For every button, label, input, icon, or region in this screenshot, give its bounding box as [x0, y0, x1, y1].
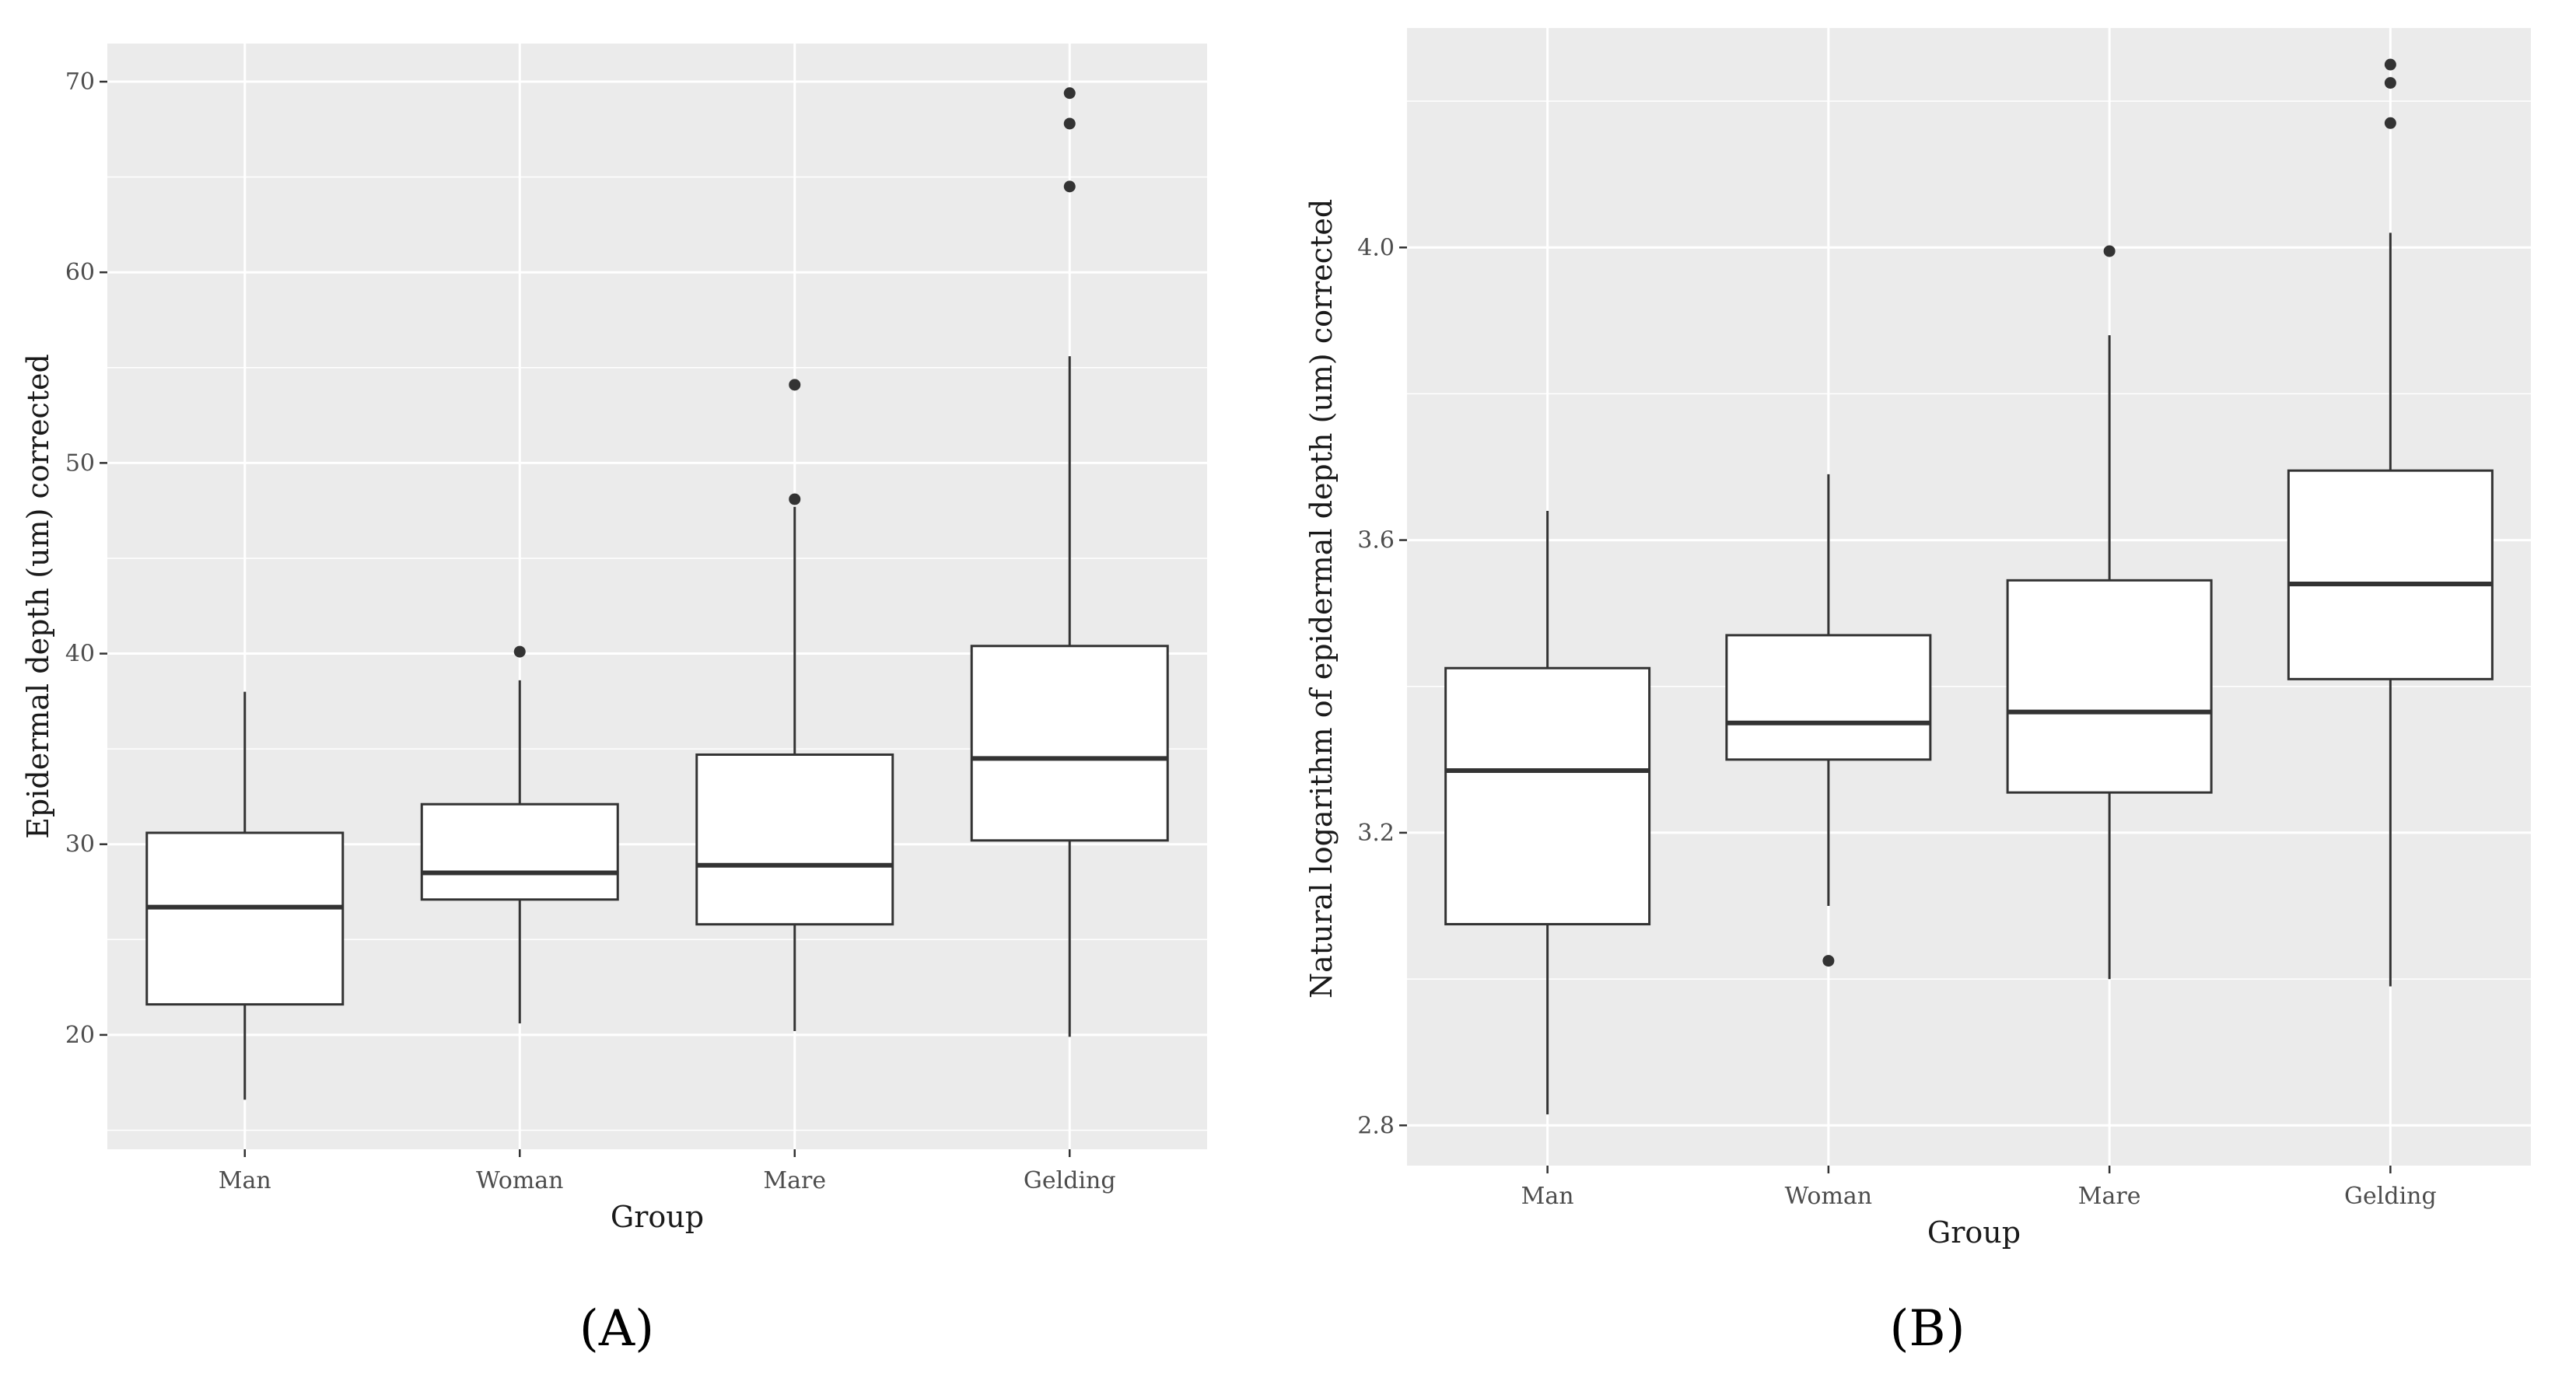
box-woman	[420, 802, 619, 901]
chart-b-svg: 2.8 3.2 3.6 4.0 Man Woman Mare Gelding Group Natu…	[1304, 28, 2531, 1358]
outlier-point-gelding	[1063, 117, 1076, 130]
box-gelding	[970, 645, 1169, 842]
x-tick-label-woman: Woman	[1785, 1183, 1873, 1210]
panel-a-chart: 20 30 40 50 60 70 Man Woman Mare Gelding Group Epid…	[0, 0, 1288, 1378]
outlier-point-gelding	[2384, 77, 2396, 89]
y-tick-label: 2.8	[1357, 1112, 1395, 1139]
y-tick-label: 4.0	[1357, 234, 1395, 261]
outlier-point-gelding	[2384, 117, 2396, 129]
x-tick-label-gelding: Gelding	[1024, 1167, 1116, 1194]
outlier-point-gelding	[2384, 58, 2396, 71]
box-man	[1444, 666, 1651, 926]
outlier-point-mare	[789, 493, 801, 505]
x-tick-label-woman: Woman	[476, 1167, 564, 1194]
box-woman	[1725, 634, 1932, 761]
x-axis-title: Group	[1927, 1215, 2021, 1250]
panel-label-b: (B)	[1890, 1300, 1965, 1358]
panel-label-a: (A)	[579, 1300, 654, 1358]
y-tick-label: 70	[65, 68, 95, 96]
outlier-point-woman	[1822, 955, 1835, 967]
outlier-point-woman	[513, 645, 526, 658]
y-tick-label: 3.2	[1357, 820, 1395, 847]
x-tick-label-man: Man	[1521, 1183, 1574, 1210]
y-tick-label: 50	[65, 449, 95, 477]
outlier-point-mare	[2103, 245, 2116, 257]
y-tick-label: 3.6	[1357, 527, 1395, 554]
outlier-point-mare	[789, 379, 801, 391]
y-tick-label: 60	[65, 259, 95, 286]
y-tick-label: 40	[65, 641, 95, 668]
y-axis-title: Natural logarithm of epidermal depth (um…	[1304, 199, 1339, 998]
y-axis-title: Epidermal depth (um) corrected	[21, 354, 55, 839]
box-gelding	[2287, 469, 2494, 680]
x-axis-title: Group	[611, 1200, 704, 1234]
y-tick-label: 30	[65, 831, 95, 858]
x-tick-label-gelding: Gelding	[2344, 1183, 2437, 1210]
box-mare	[2006, 579, 2213, 794]
x-tick-label-mare: Mare	[2078, 1183, 2141, 1210]
outlier-point-gelding	[1063, 87, 1076, 100]
x-tick-label-mare: Mare	[763, 1167, 826, 1194]
y-tick-label: 20	[65, 1022, 95, 1049]
outlier-point-gelding	[1063, 180, 1076, 193]
x-tick-label-man: Man	[219, 1167, 271, 1194]
chart-a-svg: 20 30 40 50 60 70 Man Woman Mare Gelding Group Epid…	[21, 44, 1207, 1358]
box-man	[145, 831, 345, 1006]
panel-b-chart: 2.8 3.2 3.6 4.0 Man Woman Mare Gelding Group Natu…	[1288, 0, 2576, 1378]
box-mare	[695, 753, 894, 926]
